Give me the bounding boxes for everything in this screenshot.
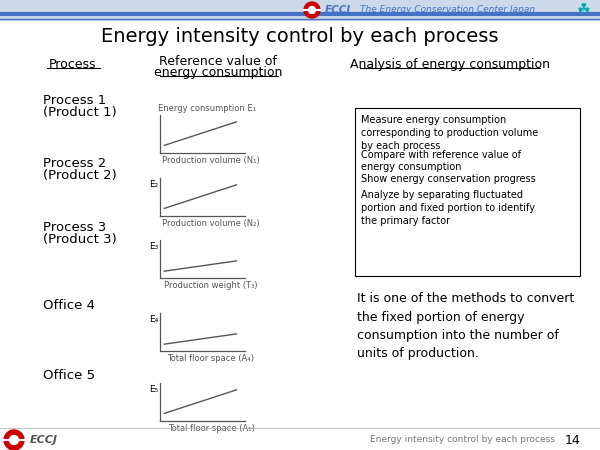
- Text: (Product 3): (Product 3): [43, 233, 117, 246]
- Text: Production volume (N₁): Production volume (N₁): [162, 156, 260, 165]
- Text: Process: Process: [48, 58, 96, 71]
- Text: The Energy Conservation Center Japan: The Energy Conservation Center Japan: [360, 5, 535, 14]
- Circle shape: [4, 430, 24, 450]
- Text: Process 3: Process 3: [43, 221, 106, 234]
- Text: ☘: ☘: [577, 3, 590, 18]
- Text: Office 4: Office 4: [43, 299, 95, 312]
- Text: E₂: E₂: [149, 180, 158, 189]
- Text: Total floor space (A₅): Total floor space (A₅): [167, 424, 254, 433]
- Circle shape: [308, 6, 316, 14]
- Text: Energy intensity control by each process: Energy intensity control by each process: [101, 27, 499, 46]
- Text: It is one of the methods to convert
the fixed portion of energy
consumption into: It is one of the methods to convert the …: [357, 292, 574, 360]
- Text: Measure energy consumption
corresponding to production volume
by each process: Measure energy consumption corresponding…: [361, 115, 538, 151]
- Text: Analyze by separating fluctuated
portion and fixed portion to identify
the prima: Analyze by separating fluctuated portion…: [361, 190, 535, 225]
- Text: Energy consumption E₁: Energy consumption E₁: [158, 104, 256, 113]
- Text: Compare with reference value of
energy consumption: Compare with reference value of energy c…: [361, 149, 521, 172]
- Text: E₅: E₅: [149, 385, 158, 394]
- Text: Process 2: Process 2: [43, 157, 106, 170]
- Text: E₃: E₃: [149, 242, 158, 251]
- Text: (Product 2): (Product 2): [43, 169, 117, 182]
- Text: ECCJ: ECCJ: [30, 435, 58, 445]
- Text: Production volume (N₂): Production volume (N₂): [162, 219, 260, 228]
- Text: Show energy conservation progress: Show energy conservation progress: [361, 175, 536, 184]
- Text: Total floor space (A₄): Total floor space (A₄): [167, 354, 254, 363]
- Text: ECCJ: ECCJ: [325, 5, 351, 15]
- Text: Energy intensity control by each process: Energy intensity control by each process: [370, 436, 555, 445]
- Circle shape: [304, 2, 320, 18]
- Text: Office 5: Office 5: [43, 369, 95, 382]
- Text: energy consumption: energy consumption: [154, 66, 282, 79]
- Bar: [355, 108, 580, 276]
- Text: Process 1: Process 1: [43, 94, 106, 107]
- Bar: [0, 0, 600, 20]
- Text: Production weight (T₃): Production weight (T₃): [164, 281, 258, 290]
- Text: Analysis of energy consumption: Analysis of energy consumption: [350, 58, 550, 71]
- Text: E₄: E₄: [149, 315, 158, 324]
- Circle shape: [10, 436, 19, 445]
- Text: 14: 14: [564, 433, 580, 446]
- Text: Reference value of: Reference value of: [159, 55, 277, 68]
- Text: (Product 1): (Product 1): [43, 106, 117, 119]
